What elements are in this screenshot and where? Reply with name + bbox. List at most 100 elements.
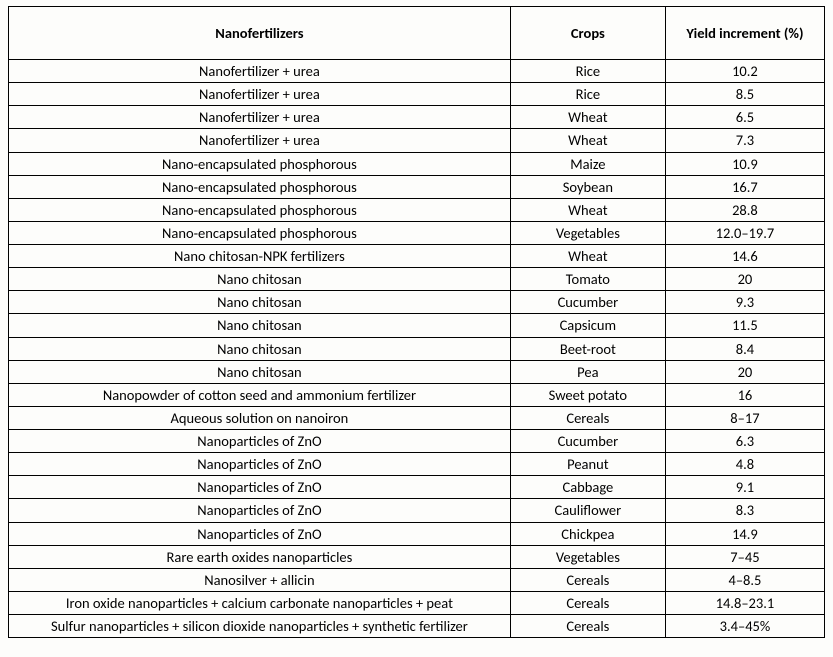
table-row: Iron oxide nanoparticles + calcium carbo… bbox=[9, 591, 825, 614]
table-cell: 14.6 bbox=[665, 245, 824, 268]
table-cell: 7–45 bbox=[665, 545, 824, 568]
table-cell: Wheat bbox=[510, 198, 665, 221]
table-cell: 20 bbox=[665, 268, 824, 291]
table-row: Rare earth oxides nanoparticlesVegetable… bbox=[9, 545, 825, 568]
table-row: Aqueous solution on nanoironCereals8–17 bbox=[9, 406, 825, 429]
table-cell: Nanofertilizer + urea bbox=[9, 60, 511, 83]
table-cell: 8.4 bbox=[665, 337, 824, 360]
table-cell: 8–17 bbox=[665, 406, 824, 429]
table-row: Nano chitosanPea20 bbox=[9, 360, 825, 383]
table-row: Nano-encapsulated phosphorousSoybean16.7 bbox=[9, 175, 825, 198]
table-cell: Aqueous solution on nanoiron bbox=[9, 406, 511, 429]
table-cell: Nano chitosan bbox=[9, 337, 511, 360]
table-row: Nanofertilizer + ureaWheat7.3 bbox=[9, 129, 825, 152]
table-cell: 6.3 bbox=[665, 430, 824, 453]
table-cell: Nano-encapsulated phosphorous bbox=[9, 175, 511, 198]
table-cell: Nanoparticles of ZnO bbox=[9, 476, 511, 499]
table-cell: Beet-root bbox=[510, 337, 665, 360]
table-cell: Pea bbox=[510, 360, 665, 383]
table-cell: Nano chitosan-NPK fertilizers bbox=[9, 245, 511, 268]
table-cell: Capsicum bbox=[510, 314, 665, 337]
table-cell: Nano chitosan bbox=[9, 268, 511, 291]
table-cell: Sweet potato bbox=[510, 383, 665, 406]
table-cell: Cauliflower bbox=[510, 499, 665, 522]
nanofertilizer-yield-table: Nanofertilizers Crops Yield increment (%… bbox=[0, 0, 833, 657]
table-cell: Nano-encapsulated phosphorous bbox=[9, 198, 511, 221]
table-cell: Maize bbox=[510, 152, 665, 175]
table-cell: Cereals bbox=[510, 568, 665, 591]
table-cell: 11.5 bbox=[665, 314, 824, 337]
table-row: Nano chitosanCucumber9.3 bbox=[9, 291, 825, 314]
table-cell: 8.3 bbox=[665, 499, 824, 522]
table-cell: Vegetables bbox=[510, 545, 665, 568]
table-cell: 14.8–23.1 bbox=[665, 591, 824, 614]
table-cell: Nanoparticles of ZnO bbox=[9, 522, 511, 545]
table-row: Nano chitosanBeet-root8.4 bbox=[9, 337, 825, 360]
col-header-nanofertilizers: Nanofertilizers bbox=[9, 7, 511, 60]
table-cell: Cucumber bbox=[510, 291, 665, 314]
table-row: Nano-encapsulated phosphorousVegetables1… bbox=[9, 221, 825, 244]
table-row: Nano chitosanCapsicum11.5 bbox=[9, 314, 825, 337]
data-table: Nanofertilizers Crops Yield increment (%… bbox=[8, 6, 825, 638]
table-cell: 10.2 bbox=[665, 60, 824, 83]
table-header-row: Nanofertilizers Crops Yield increment (%… bbox=[9, 7, 825, 60]
table-cell: 4.8 bbox=[665, 453, 824, 476]
col-header-crops: Crops bbox=[510, 7, 665, 60]
table-cell: Vegetables bbox=[510, 221, 665, 244]
table-cell: Nanoparticles of ZnO bbox=[9, 430, 511, 453]
table-cell: 12.0–19.7 bbox=[665, 221, 824, 244]
table-cell: Cereals bbox=[510, 615, 665, 638]
table-cell: Peanut bbox=[510, 453, 665, 476]
table-row: Nanosilver + allicinCereals4–8.5 bbox=[9, 568, 825, 591]
table-cell: Wheat bbox=[510, 106, 665, 129]
table-row: Nano chitosan-NPK fertilizersWheat14.6 bbox=[9, 245, 825, 268]
table-cell: Nano-encapsulated phosphorous bbox=[9, 152, 511, 175]
table-row: Nanoparticles of ZnOCabbage9.1 bbox=[9, 476, 825, 499]
table-row: Nanoparticles of ZnOPeanut4.8 bbox=[9, 453, 825, 476]
table-cell: 28.8 bbox=[665, 198, 824, 221]
table-cell: 3.4–45% bbox=[665, 615, 824, 638]
table-cell: 10.9 bbox=[665, 152, 824, 175]
table-row: Nanofertilizer + ureaRice10.2 bbox=[9, 60, 825, 83]
table-cell: Nanofertilizer + urea bbox=[9, 129, 511, 152]
table-cell: Nano-encapsulated phosphorous bbox=[9, 221, 511, 244]
table-cell: Rice bbox=[510, 60, 665, 83]
table-cell: Cereals bbox=[510, 406, 665, 429]
table-cell: 14.9 bbox=[665, 522, 824, 545]
table-cell: Nanofertilizer + urea bbox=[9, 106, 511, 129]
table-cell: Nanosilver + allicin bbox=[9, 568, 511, 591]
table-cell: Tomato bbox=[510, 268, 665, 291]
table-cell: 20 bbox=[665, 360, 824, 383]
table-row: Nanoparticles of ZnOChickpea14.9 bbox=[9, 522, 825, 545]
table-row: Nano-encapsulated phosphorousMaize10.9 bbox=[9, 152, 825, 175]
table-cell: 6.5 bbox=[665, 106, 824, 129]
table-cell: Sulfur nanoparticles + silicon dioxide n… bbox=[9, 615, 511, 638]
table-cell: Rare earth oxides nanoparticles bbox=[9, 545, 511, 568]
table-cell: Nano chitosan bbox=[9, 291, 511, 314]
table-cell: Chickpea bbox=[510, 522, 665, 545]
table-row: Nanofertilizer + ureaWheat6.5 bbox=[9, 106, 825, 129]
table-row: Nano-encapsulated phosphorousWheat28.8 bbox=[9, 198, 825, 221]
table-cell: 9.3 bbox=[665, 291, 824, 314]
table-cell: Cereals bbox=[510, 591, 665, 614]
table-cell: Nanopowder of cotton seed and ammonium f… bbox=[9, 383, 511, 406]
table-cell: Soybean bbox=[510, 175, 665, 198]
table-cell: 9.1 bbox=[665, 476, 824, 499]
table-cell: Nano chitosan bbox=[9, 314, 511, 337]
table-row: Nanofertilizer + ureaRice8.5 bbox=[9, 83, 825, 106]
table-cell: Cucumber bbox=[510, 430, 665, 453]
table-cell: 16 bbox=[665, 383, 824, 406]
table-cell: Rice bbox=[510, 83, 665, 106]
col-header-yield: Yield increment (%) bbox=[665, 7, 824, 60]
table-cell: 7.3 bbox=[665, 129, 824, 152]
table-cell: 8.5 bbox=[665, 83, 824, 106]
table-row: Nanopowder of cotton seed and ammonium f… bbox=[9, 383, 825, 406]
table-cell: Wheat bbox=[510, 129, 665, 152]
table-cell: Wheat bbox=[510, 245, 665, 268]
table-row: Nano chitosanTomato20 bbox=[9, 268, 825, 291]
table-cell: Cabbage bbox=[510, 476, 665, 499]
table-row: Nanoparticles of ZnOCauliflower8.3 bbox=[9, 499, 825, 522]
table-cell: 16.7 bbox=[665, 175, 824, 198]
table-row: Nanoparticles of ZnOCucumber6.3 bbox=[9, 430, 825, 453]
table-cell: Nanoparticles of ZnO bbox=[9, 453, 511, 476]
